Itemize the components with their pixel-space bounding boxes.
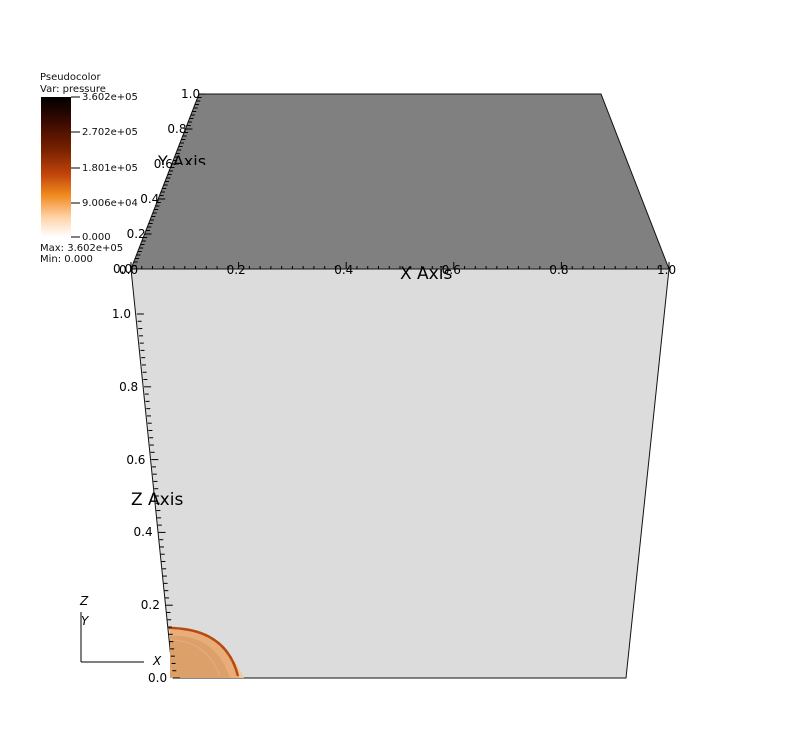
colorbar-ticks — [71, 96, 80, 238]
z-tick-label: 0.4 — [133, 525, 153, 540]
axis-ticks — [130, 93, 670, 679]
x-tick-label: 1.0 — [657, 263, 677, 277]
y-tick-label: 1.0 — [181, 87, 201, 101]
axis-triad — [80, 612, 144, 663]
legend-variable: Var: pressure — [40, 84, 106, 95]
x-tick-label: 0.4 — [334, 263, 354, 277]
legend-tick-min: 0.000 — [82, 232, 111, 243]
legend-title: Pseudocolor — [40, 72, 101, 83]
x-tick-label: 0.0 — [119, 263, 139, 277]
z-tick-label: 0.8 — [119, 379, 139, 394]
z-tick-label: 1.0 — [111, 307, 131, 321]
y-tick-label: 0.0 — [113, 262, 133, 276]
y-tick-label: 0.2 — [126, 227, 146, 241]
x-tick-label: 0.6 — [441, 263, 461, 277]
y-tick-label: 0.8 — [167, 122, 187, 136]
triad-z-label: Z — [80, 594, 89, 608]
x-tick-label: 0.2 — [226, 263, 246, 277]
legend-tick-2: 2.702e+05 — [82, 127, 138, 138]
legend-tick-4: 9.006e+04 — [82, 198, 138, 209]
triad-x-label: X — [153, 654, 162, 668]
legend-tick-3: 1.801e+05 — [82, 163, 138, 174]
pressure-region — [167, 626, 244, 678]
z-tick-label: 0.2 — [140, 598, 160, 613]
legend-max: Max: 3.602e+05 — [40, 243, 124, 254]
z-tick-label: 0.0 — [148, 671, 168, 685]
x-tick-label: 0.8 — [549, 263, 569, 277]
front-face — [130, 268, 670, 679]
x-axis-title: X Axis — [400, 264, 453, 284]
legend-tick-max: 3.602e+05 — [82, 92, 138, 103]
triad-y-label: Y — [81, 614, 89, 628]
y-tick-label: 0.6 — [153, 157, 173, 171]
y-axis-title: Y Axis — [158, 152, 207, 165]
top-face — [130, 93, 670, 270]
y-tick-label: 0.4 — [140, 192, 160, 206]
z-tick-label: 0.6 — [126, 452, 146, 467]
z-axis-title: Z Axis — [131, 490, 184, 510]
legend-min: Min: 0.000 — [40, 254, 93, 265]
colorbar — [41, 97, 71, 237]
